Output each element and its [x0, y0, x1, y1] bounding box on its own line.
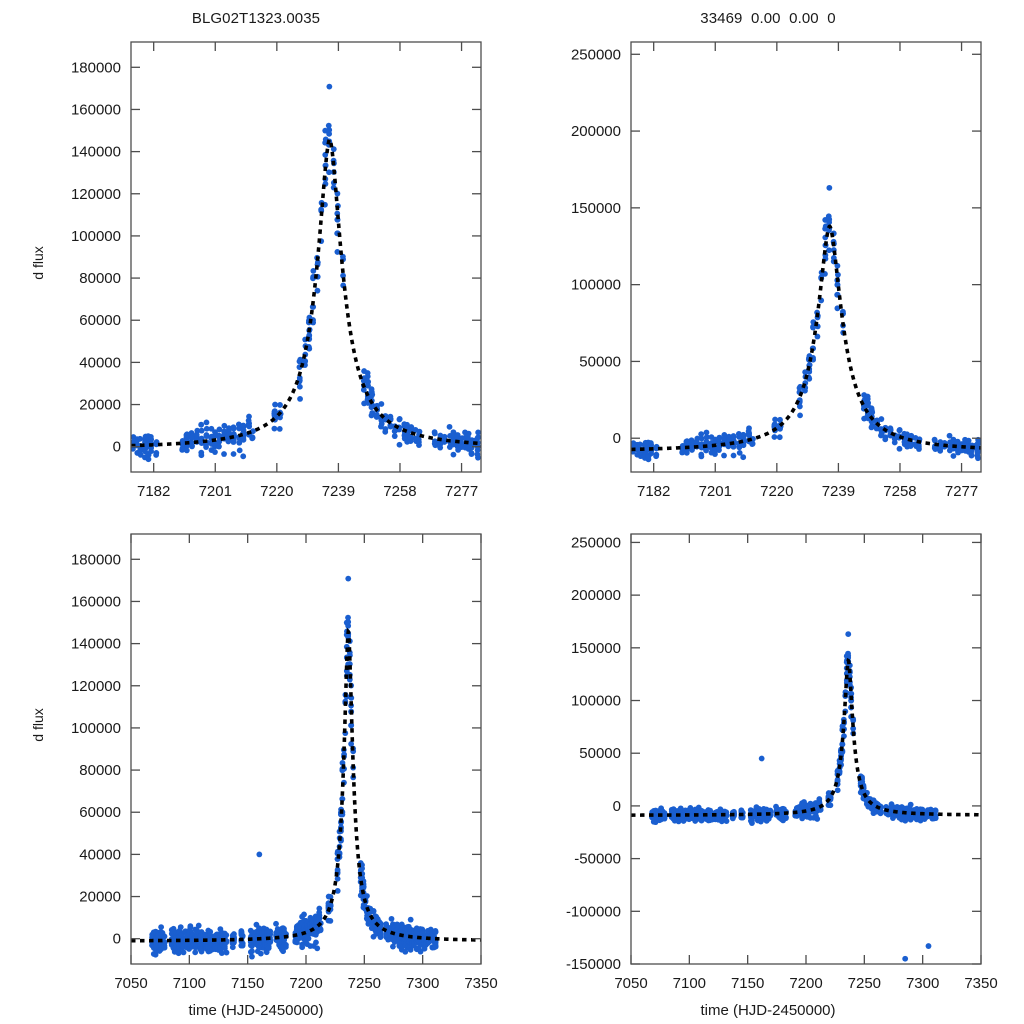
outlier-point	[758, 755, 765, 762]
x-tick-label: 7050	[114, 975, 147, 992]
x-tick-label: 7200	[789, 975, 822, 992]
y-tick-label: 250000	[571, 534, 621, 551]
y-tick-label: 150000	[571, 640, 621, 657]
x-tick-label: 7201	[699, 483, 732, 500]
panel-bottom-right-xlabel: time (HJD-2450000)	[700, 1002, 836, 1019]
panel-top-left-plot: 7182 7201 7220 7239 7258 7277 0 20000 40000 60000…	[71, 41, 482, 500]
x-tick-label: 7150	[731, 975, 764, 992]
y-tick-label: -50000	[574, 851, 621, 868]
data-points	[631, 184, 981, 463]
y-tick-label: 100000	[571, 277, 621, 294]
y-tick-label: 0	[613, 430, 621, 447]
panel-bottom-right: 7050 7100 7150 7200 7250 7300 7350 -150000 -1000…	[512, 512, 1024, 1024]
y-tick-label: 200000	[571, 123, 621, 140]
y-tick-label: 80000	[79, 270, 121, 287]
panel-bottom-left-plot: 7050 7100 7150 7200 7250 7300 7350 0 20000 40000 6…	[71, 533, 498, 992]
plot-frame	[130, 533, 482, 965]
x-tick-label: 7100	[173, 975, 206, 992]
y-tick-label: 50000	[579, 745, 621, 762]
data-points	[649, 631, 939, 826]
y-tick-label: 20000	[79, 889, 121, 906]
model-curve	[631, 224, 981, 452]
model-curve	[631, 657, 981, 817]
x-tick-label: 7100	[673, 975, 706, 992]
x-tick-label: 7258	[383, 483, 416, 500]
y-tick-label: 0	[113, 931, 121, 948]
y-tick-label: 0	[613, 798, 621, 815]
panel-top-right-plot: 7182 7201 7220 7239 7258 7277 0 50000 100000 1500…	[571, 41, 982, 500]
y-tick-label: 140000	[71, 144, 121, 161]
x-tick-label: 7239	[322, 483, 355, 500]
y-tick-label: 60000	[79, 312, 121, 329]
outlier-point	[256, 851, 263, 858]
y-tick-label: 180000	[71, 551, 121, 568]
y-tick-label: 50000	[579, 353, 621, 370]
y-tick-label: 40000	[79, 846, 121, 863]
x-tick-label: 7050	[614, 975, 647, 992]
outlier-point	[902, 955, 909, 962]
x-tick-label: 7300	[406, 975, 439, 992]
y-tick-label: 250000	[571, 46, 621, 63]
data-points	[131, 83, 481, 463]
x-tick-label: 7182	[637, 483, 670, 500]
x-tick-label: 7300	[906, 975, 939, 992]
y-tick-label: -100000	[566, 903, 621, 920]
model-curve	[131, 137, 481, 448]
y-tick-label: 20000	[79, 397, 121, 414]
panel-bottom-right-plot: 7050 7100 7150 7200 7250 7300 7350 -150000 -1000…	[566, 533, 998, 992]
y-tick-label: 0	[113, 439, 121, 456]
panel-top-right: 33469 0.00 0.00 0 7182 7201 7220 7239 7258 72…	[512, 0, 1024, 512]
x-tick-label: 7350	[464, 975, 497, 992]
y-tick-label: 40000	[79, 354, 121, 371]
y-tick-label: 100000	[571, 693, 621, 710]
plot-frame	[630, 533, 982, 965]
x-tick-label: 7277	[945, 483, 978, 500]
x-tick-label: 7239	[822, 483, 855, 500]
x-tick-label: 7250	[348, 975, 381, 992]
x-tick-label: 7220	[260, 483, 293, 500]
y-tick-label: -150000	[566, 956, 621, 973]
panel-bottom-left-ylabel: d flux	[30, 708, 46, 742]
panel-bottom-left: d flux 7050 7100 7150 7200 7250 7300 7350 0 2000…	[0, 512, 512, 1024]
x-tick-label: 7150	[231, 975, 264, 992]
y-tick-label: 60000	[79, 804, 121, 821]
y-tick-label: 150000	[571, 200, 621, 217]
y-tick-label: 160000	[71, 101, 121, 118]
x-tick-label: 7182	[137, 483, 170, 500]
x-tick-label: 7201	[199, 483, 232, 500]
y-tick-label: 140000	[71, 636, 121, 653]
y-tick-label: 100000	[71, 228, 121, 245]
outlier-point	[925, 943, 932, 949]
x-tick-label: 7220	[760, 483, 793, 500]
model-curve	[131, 627, 481, 943]
x-tick-label: 7200	[289, 975, 322, 992]
x-tick-label: 7277	[445, 483, 478, 500]
plot-frame	[130, 41, 482, 473]
panel-top-right-title: 33469 0.00 0.00 0	[700, 10, 836, 27]
y-tick-label: 120000	[71, 678, 121, 695]
panel-top-left: BLG02T1323.0035 d flux 7182 7201 7220 7239 7…	[0, 0, 512, 512]
y-tick-label: 200000	[571, 587, 621, 604]
x-tick-label: 7250	[848, 975, 881, 992]
y-tick-label: 120000	[71, 186, 121, 203]
x-tick-label: 7350	[964, 975, 997, 992]
y-tick-label: 160000	[71, 593, 121, 610]
y-tick-label: 80000	[79, 762, 121, 779]
y-tick-label: 180000	[71, 59, 121, 76]
y-tick-label: 100000	[71, 720, 121, 737]
plot-frame	[630, 41, 982, 473]
panel-top-left-title: BLG02T1323.0035	[191, 10, 321, 27]
panel-bottom-left-xlabel: time (HJD-2450000)	[188, 1002, 324, 1019]
panel-top-left-ylabel: d flux	[30, 246, 46, 280]
x-tick-label: 7258	[883, 483, 916, 500]
data-points	[149, 575, 439, 960]
